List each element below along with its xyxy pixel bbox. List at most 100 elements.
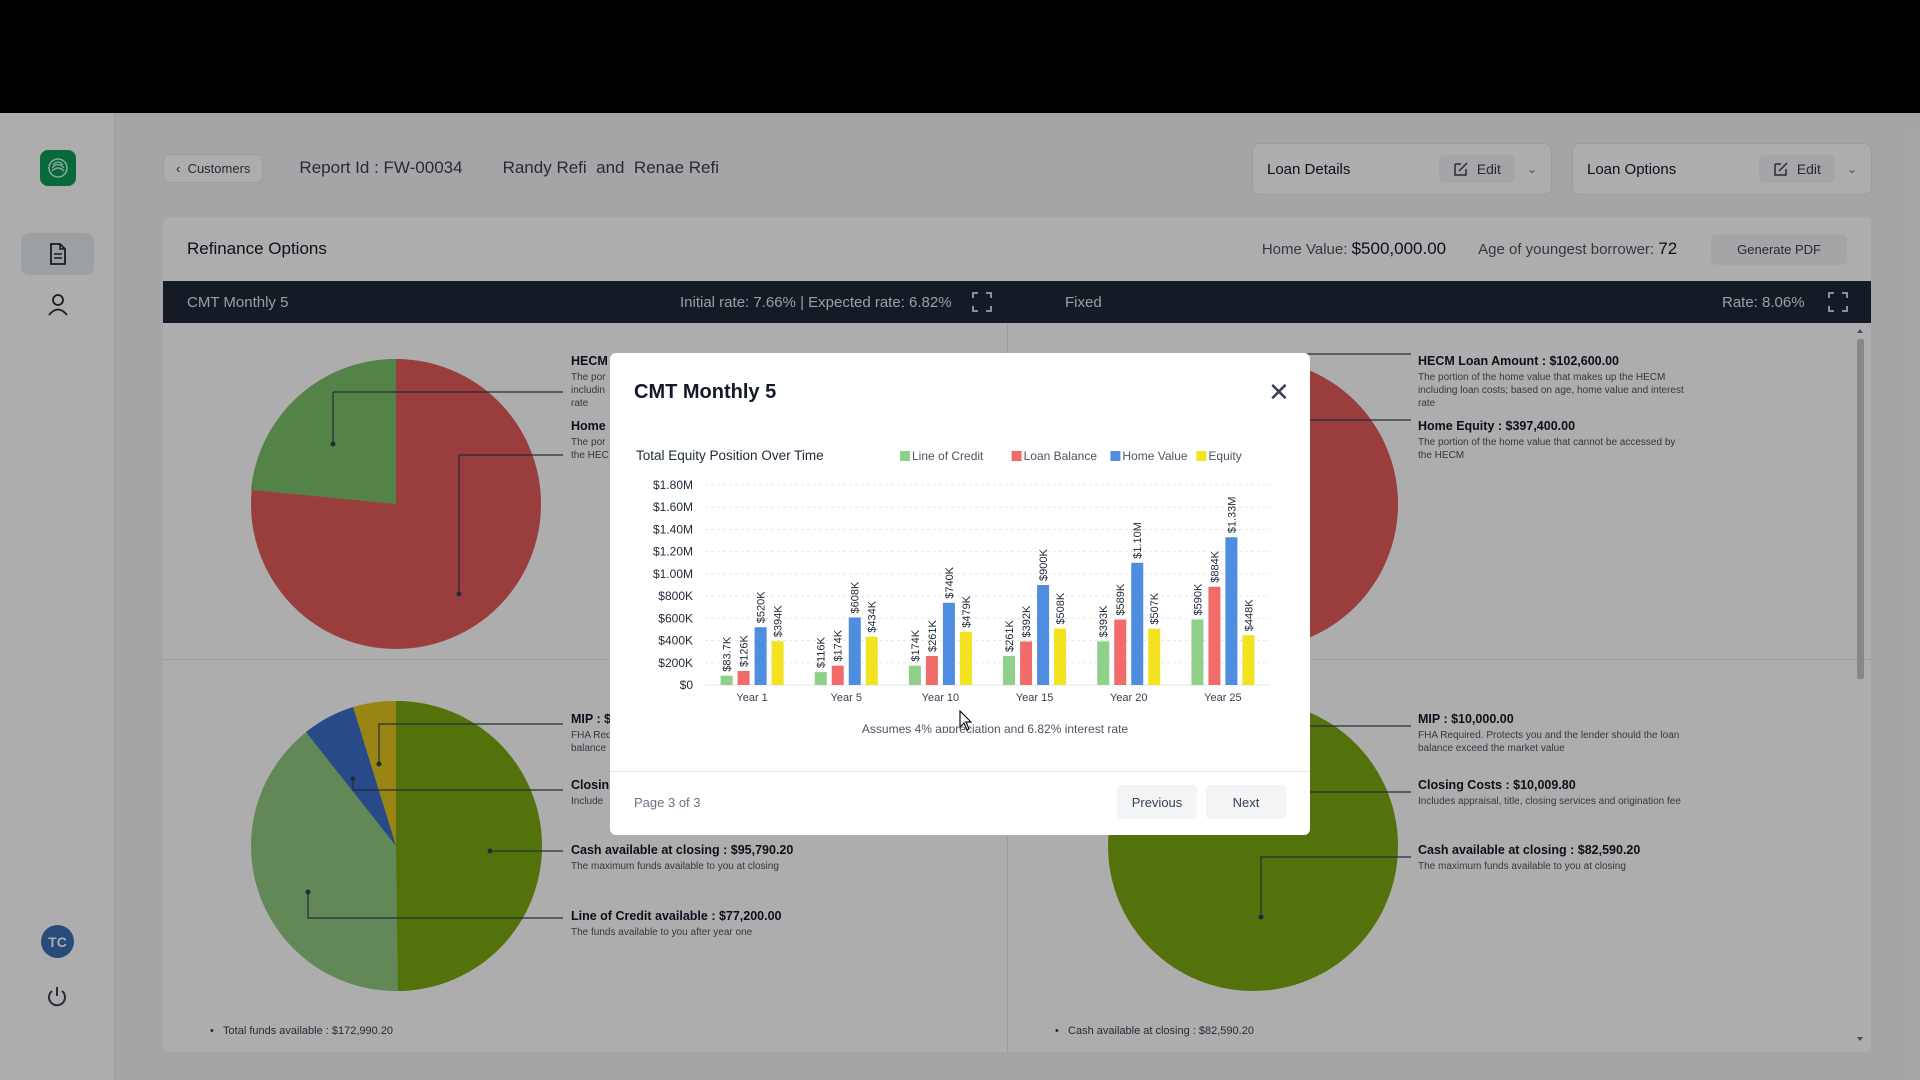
fullscreen-icon[interactable] (971, 291, 993, 313)
label-title: Home Equity : $397,400.00 (1418, 419, 1576, 433)
x-tick-label: Year 15 (1016, 692, 1054, 704)
leader-line (332, 391, 563, 444)
chart-subtitle: Assumes 4% appreciation and 6.82% intere… (862, 722, 1128, 733)
nav-reports[interactable] (21, 233, 94, 275)
y-tick-label: $1.80M (653, 478, 693, 492)
bar (942, 602, 955, 685)
left-bottom-pie-chart (251, 700, 563, 991)
bar (865, 636, 878, 685)
chevron-down-icon[interactable]: ⌄ (1846, 162, 1857, 176)
chevron-down-icon[interactable]: ⌄ (1526, 162, 1537, 176)
rate-summary: Initial rate: 7.66% | Expected rate: 6.8… (680, 293, 952, 311)
legend-label: Equity (1208, 449, 1241, 463)
data-label: $116K (816, 636, 828, 668)
loan-options-edit-button[interactable]: Edit (1758, 155, 1835, 183)
scrollbar[interactable] (1855, 327, 1865, 1043)
data-label: $434K (867, 600, 879, 632)
legend-closing-right: Closing Costs : $10,009.80 Includes appr… (1418, 778, 1681, 808)
nav-customers[interactable] (21, 283, 94, 325)
label-desc: FHA Req balance (571, 730, 612, 754)
scroll-thumb[interactable] (1857, 339, 1864, 679)
fixed-rate: Rate: 8.06% (1722, 293, 1805, 311)
data-label: $392K (1021, 605, 1033, 637)
leader-dot (305, 889, 311, 895)
y-tick-label: $200K (658, 656, 693, 670)
bar (1054, 628, 1067, 685)
total-text: Cash available at closing : $82,590.20 (1068, 1025, 1254, 1037)
data-label: $261K (1004, 620, 1016, 652)
y-tick-label: $1.00M (653, 567, 693, 581)
data-label: $448K (1243, 599, 1255, 631)
legend-mip-left: MIP : $ FHA Req balance (571, 712, 612, 755)
data-label: $1.10M (1132, 522, 1144, 559)
breadcrumb-customers[interactable]: ‹ Customers (163, 153, 264, 183)
scroll-up-arrow[interactable] (1857, 329, 1863, 333)
edit-icon (1774, 162, 1788, 176)
avatar[interactable]: TC (41, 925, 74, 958)
leader-line (352, 779, 563, 791)
data-label: $589K (1115, 583, 1127, 615)
bar (1003, 656, 1016, 685)
borrower-names: Randy Refi and Renae Refi (502, 158, 719, 177)
x-tick-label: Year 10 (922, 692, 960, 704)
label-title: Closing Costs : $10,009.80 (1418, 778, 1576, 792)
user-icon (47, 294, 68, 316)
label-title: MIP : $10,000.00 (1418, 712, 1514, 726)
fullscreen-icon[interactable] (1827, 291, 1849, 313)
bar (1191, 619, 1204, 685)
y-tick-label: $800K (658, 589, 693, 603)
legend-cash-right: Cash available at closing : $82,590.20 T… (1418, 843, 1640, 873)
fixed-label: Fixed (1065, 293, 1102, 311)
data-label: $261K (927, 620, 939, 652)
chart-modal: CMT Monthly 5 ✕ Total Equity Position Ov… (610, 353, 1310, 835)
leader-line (378, 723, 563, 764)
data-label: $520K (756, 591, 768, 623)
bar (737, 671, 750, 685)
bar (1225, 537, 1238, 685)
app-window: TC ‹ Customers Report Id : FW-00034 Rand… (0, 113, 1920, 1080)
loan-options-label: Loan Options (1587, 160, 1677, 178)
total-text: Total funds available : $172,990.20 (223, 1025, 394, 1037)
legend-label: Line of Credit (912, 449, 984, 463)
data-label: $174K (833, 629, 845, 661)
legend-hecm-right: HECM Loan Amount : $102,600.00 The porti… (1418, 354, 1684, 410)
legend-home-equity-right: Home Equity : $397,400.00 The portion of… (1418, 419, 1675, 462)
label-desc: FHA Required. Protects you and the lende… (1418, 730, 1680, 754)
leader-dot (1258, 914, 1264, 920)
legend-swatch (1011, 451, 1022, 461)
next-button[interactable]: Next (1206, 785, 1286, 819)
bar (720, 675, 733, 685)
close-icon[interactable]: ✕ (1268, 377, 1290, 407)
data-label: $393K (1098, 605, 1110, 637)
edit-label: Edit (1796, 161, 1821, 177)
loan-details-edit-button[interactable]: Edit (1438, 155, 1515, 183)
x-tick-label: Year 5 (831, 692, 862, 704)
bar (1148, 628, 1161, 685)
report-id: Report Id : FW-00034 (299, 158, 463, 177)
legend-home-left: Home The por the HEC (571, 419, 609, 462)
bar (1131, 562, 1144, 685)
data-label: $884K (1209, 550, 1221, 582)
y-tick-label: $1.20M (653, 545, 693, 559)
loan-options-box: Loan Options Edit ⌄ (1572, 143, 1872, 195)
legend-hecm-left: HECM The por includin rate (571, 354, 608, 410)
leader-dot (350, 776, 356, 782)
legend-mip-right: MIP : $10,000.00 FHA Required. Protects … (1418, 712, 1679, 755)
legend-cash-left: Cash available at closing : $95,790.20 T… (571, 843, 793, 873)
data-label: $479K (961, 595, 973, 627)
generate-pdf-button[interactable]: Generate PDF (1711, 233, 1847, 265)
label-title: HECM (571, 354, 608, 368)
age-value: 72 (1658, 239, 1678, 258)
logout-button[interactable] (45, 985, 69, 1014)
leader-line (1260, 856, 1411, 917)
product-bar: CMT Monthly 5 Initial rate: 7.66% | Expe… (163, 281, 1871, 323)
leader-dot (456, 591, 462, 597)
breadcrumb-label: Customers (187, 160, 251, 176)
leader-dot (376, 761, 382, 767)
previous-button[interactable]: Previous (1117, 785, 1197, 819)
data-label: $590K (1192, 583, 1204, 615)
home-value-label: Home Value: (1261, 241, 1348, 258)
chart-title: Total Equity Position Over Time (636, 448, 824, 463)
app-logo[interactable] (40, 150, 76, 186)
scroll-down-arrow[interactable] (1857, 1037, 1863, 1041)
